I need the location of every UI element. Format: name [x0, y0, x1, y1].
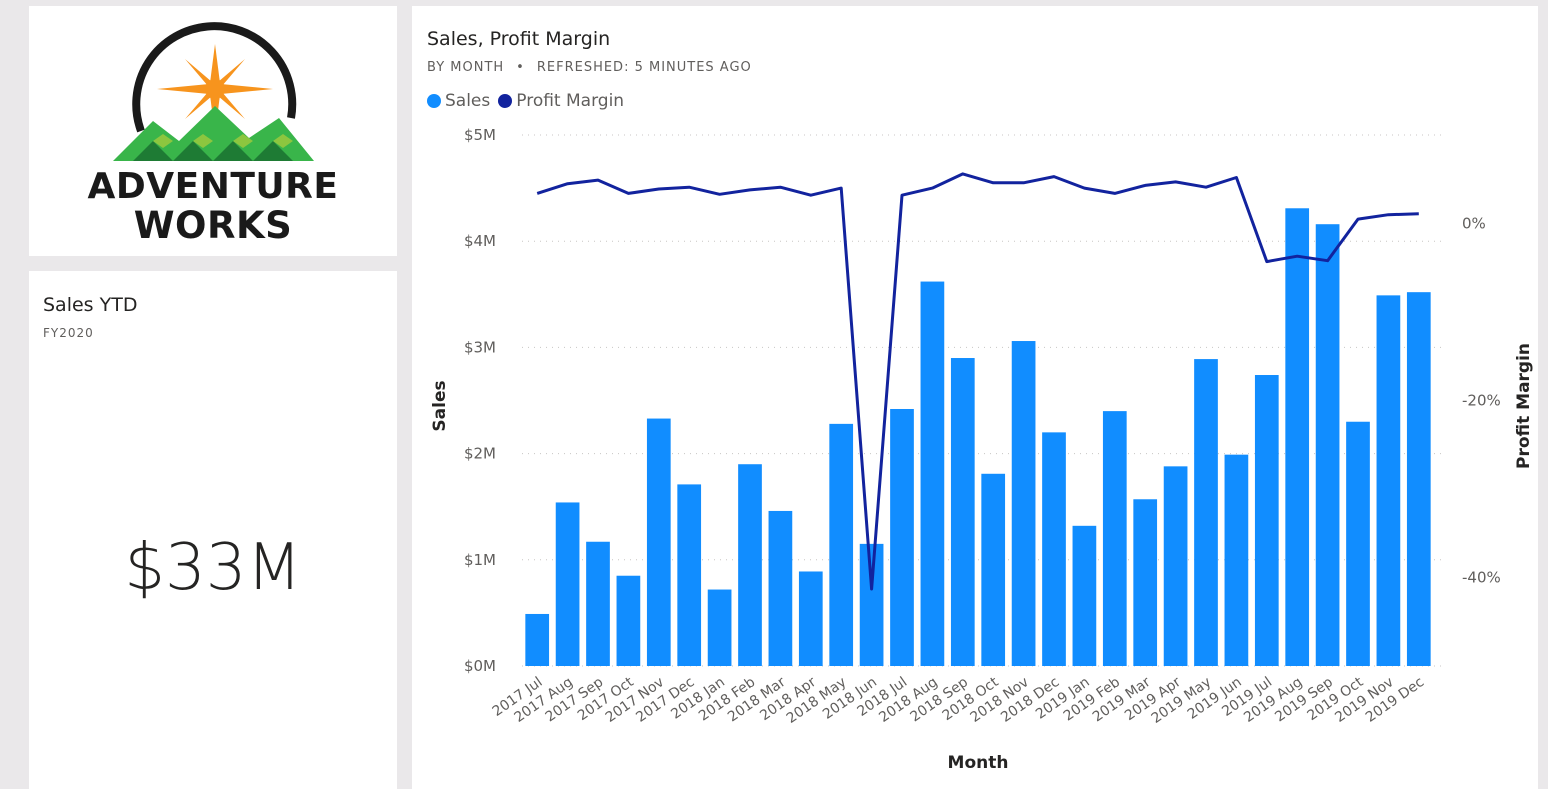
sales-bar: [646, 418, 671, 666]
sales-bar: [890, 408, 914, 666]
y-tick-label: $1M: [464, 551, 496, 569]
chart-plot: $0M$1M$2M$3M$4M$5M0%-20%-40%2017 Jul2017…: [430, 126, 1534, 773]
sales-bar: [1163, 466, 1188, 666]
subtitle-separator: •: [516, 60, 525, 75]
sales-bar: [738, 464, 762, 666]
sales-bar: [1042, 432, 1066, 666]
x-axis-title: Month: [948, 753, 1009, 773]
card-value: $33M: [124, 531, 302, 605]
sales-bar: [555, 502, 580, 666]
sales-bar: [707, 589, 732, 666]
y2-tick-label: -20%: [1462, 392, 1501, 410]
logo-text-works: Works: [133, 204, 293, 247]
subtitle-refreshed: REFRESHED: 5 MINUTES AGO: [536, 60, 752, 75]
sales-bar: [1315, 224, 1340, 666]
sales-bar: [829, 423, 854, 666]
sales-bar: [1194, 359, 1218, 666]
sales-bar: [920, 281, 945, 666]
y-tick-label: $5M: [464, 126, 496, 144]
subtitle-by-month: BY MONTH: [427, 60, 505, 75]
sales-ytd-card[interactable]: Sales YTD FY2020 $33M: [29, 271, 397, 789]
profit-margin-series-line: [536, 172, 1419, 591]
legend-dot-sales: [427, 94, 441, 108]
logo-tile: Adventure Works: [29, 6, 397, 256]
card-title: Sales YTD: [43, 294, 138, 316]
y-tick-label: $2M: [464, 445, 496, 463]
sales-bar: [525, 613, 550, 666]
sales-bar: [586, 541, 610, 666]
sales-bar: [950, 358, 975, 666]
chart-subtitle: BY MONTH • REFRESHED: 5 MINUTES AGO: [427, 60, 752, 75]
profit-margin-line: [536, 172, 1419, 591]
adventure-works-logo-icon: [113, 22, 314, 161]
sales-bar: [1133, 499, 1158, 666]
y2-axis-title: Profit Margin: [1514, 343, 1534, 469]
legend-item-profit-margin[interactable]: Profit Margin: [498, 91, 624, 111]
sales-bar: [1254, 375, 1279, 666]
sales-bar: [981, 473, 1006, 666]
y-axis-title: Sales: [430, 380, 450, 431]
y2-tick-label: -40%: [1462, 569, 1501, 587]
sales-bar: [1102, 411, 1127, 666]
sales-bar: [1406, 292, 1431, 666]
card-subtitle: FY2020: [43, 326, 94, 340]
y-tick-label: $0M: [464, 657, 496, 675]
sales-bar: [1011, 341, 1036, 666]
legend-label-sales: Sales: [445, 91, 491, 111]
sales-bar: [1285, 208, 1310, 666]
logo-text-adventure: Adventure: [87, 166, 339, 207]
y2-tick-label: 0%: [1462, 215, 1486, 233]
sales-bars: [525, 208, 1431, 666]
y-tick-label: $4M: [464, 232, 496, 250]
sales-bar: [1224, 454, 1249, 666]
chart-legend: Sales Profit Margin: [427, 91, 624, 111]
legend-dot-profit-margin: [498, 94, 513, 108]
sales-bar: [1346, 421, 1370, 666]
sales-profit-chart-tile[interactable]: Sales, Profit Margin BY MONTH • REFRESHED:…: [412, 6, 1538, 789]
y-tick-label: $3M: [464, 338, 496, 356]
sales-bar: [768, 510, 793, 666]
sales-bar: [1072, 525, 1097, 666]
sales-bar: [1376, 295, 1401, 666]
chart-title: Sales, Profit Margin: [427, 28, 611, 50]
sales-bar: [616, 575, 641, 666]
legend-label-profit-margin: Profit Margin: [516, 91, 625, 111]
sales-bar: [798, 571, 823, 666]
sales-bar: [677, 484, 702, 666]
legend-item-sales[interactable]: Sales: [427, 91, 490, 111]
sales-bar: [859, 543, 884, 666]
